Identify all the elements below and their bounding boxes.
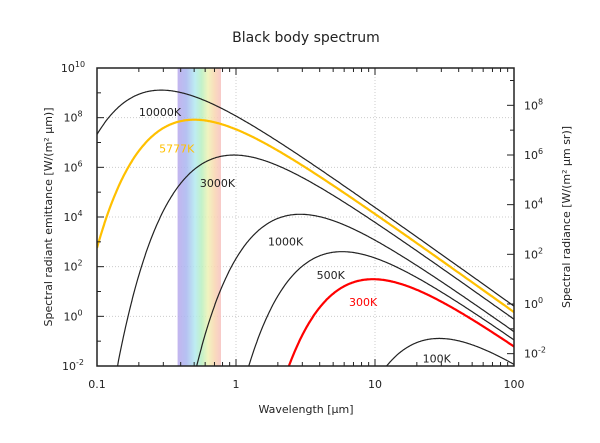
visible-spectrum-band [177, 68, 222, 366]
y-right-tick-label: 106 [524, 147, 543, 162]
y-right-tick-label: 10-2 [524, 346, 546, 361]
y-tick-label: 10-2 [62, 358, 84, 373]
y-tick-label: 104 [63, 209, 82, 224]
grid [97, 68, 514, 366]
curve-100K [385, 337, 514, 366]
series-labels: 10000K 5777K 3000K 1000K 500K 300K 100K [139, 106, 452, 365]
y-right-tick-label: 102 [524, 246, 543, 261]
y-axis-label: Spectral radiant emittance [W/(m² μm)] [42, 107, 55, 326]
curve-3000K [116, 154, 514, 366]
y-tick-label: 1010 [61, 60, 85, 75]
x-tick-label: 1 [233, 378, 240, 391]
series-label-5777K: 5777K [159, 143, 195, 156]
x-tick-label: 0.1 [88, 378, 106, 391]
curve-5777K [97, 118, 514, 313]
y-tick-label: 100 [63, 308, 82, 323]
ticks: 0.1 1 10 100 10-2 100 102 104 106 108 1010 10-2 100 1… [61, 60, 546, 391]
curves [97, 89, 514, 366]
x-tick-label: 100 [504, 378, 525, 391]
curve-10000K [97, 89, 514, 307]
x-axis-label: Wavelength [μm] [258, 403, 353, 416]
series-label-10000K: 10000K [139, 106, 182, 119]
curve-1000K [196, 213, 514, 366]
series-label-1000K: 1000K [268, 235, 304, 248]
y-tick-label: 102 [63, 259, 82, 274]
series-label-3000K: 3000K [200, 177, 236, 190]
x-tick-label: 10 [368, 378, 382, 391]
series-label-500K: 500K [317, 269, 346, 282]
curve-300K [287, 278, 514, 366]
y-tick-label: 106 [63, 159, 82, 174]
chart-title: Black body spectrum [232, 30, 380, 46]
y-axis-right-label: Spectral radiance [W/(m² μm sr)] [560, 126, 573, 308]
y-right-tick-label: 100 [524, 296, 543, 311]
y-tick-label: 108 [63, 110, 82, 125]
series-label-300K: 300K [349, 296, 378, 309]
curve-500K [248, 251, 514, 366]
y-right-tick-label: 104 [524, 197, 543, 212]
y-right-tick-label: 108 [524, 97, 543, 112]
series-label-100K: 100K [423, 353, 452, 366]
